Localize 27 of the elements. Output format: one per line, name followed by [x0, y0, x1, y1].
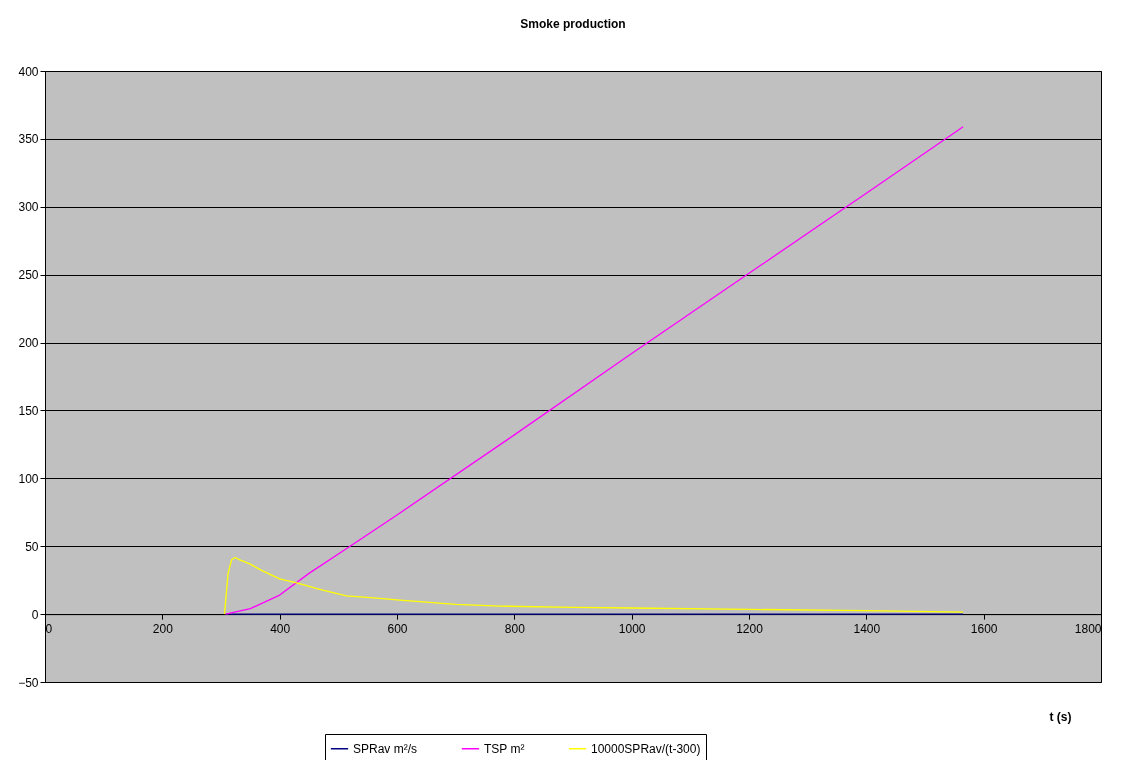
legend-label: TSP m²	[484, 741, 525, 756]
x-tick-label: 1600	[970, 621, 998, 636]
x-tick-label: 0	[45, 621, 53, 636]
x-tick-label: 1200	[736, 621, 764, 636]
line-series	[223, 556, 964, 615]
line-series	[225, 126, 964, 615]
y-tick-label: 400	[18, 64, 39, 79]
x-tick-label: 400	[270, 621, 291, 636]
y-tick-label: −50	[18, 675, 39, 690]
x-tick-label: 800	[504, 621, 526, 636]
legend-label: 10000SPRav/(t-300)	[591, 741, 701, 756]
y-tick-label: 350	[18, 132, 39, 147]
y-tick-label: 200	[18, 336, 39, 351]
y-tick-label: 150	[18, 403, 39, 418]
y-tick-label: 50	[25, 539, 39, 554]
y-tick-label: 0	[31, 607, 39, 622]
y-tick-label: 100	[18, 471, 39, 486]
x-tick-label: 200	[152, 621, 174, 636]
legend-label: SPRav m²/s	[353, 741, 418, 756]
x-axis-title: t (s)	[1049, 709, 1072, 724]
y-tick-label: 300	[18, 200, 39, 215]
x-tick-label: 1000	[618, 621, 646, 636]
y-tick-label: 250	[18, 268, 39, 283]
chart-title: Smoke production	[520, 17, 626, 31]
x-tick-label: 1800	[1074, 621, 1102, 636]
x-tick-label: 600	[387, 621, 408, 636]
x-tick-label: 1400	[853, 621, 881, 636]
